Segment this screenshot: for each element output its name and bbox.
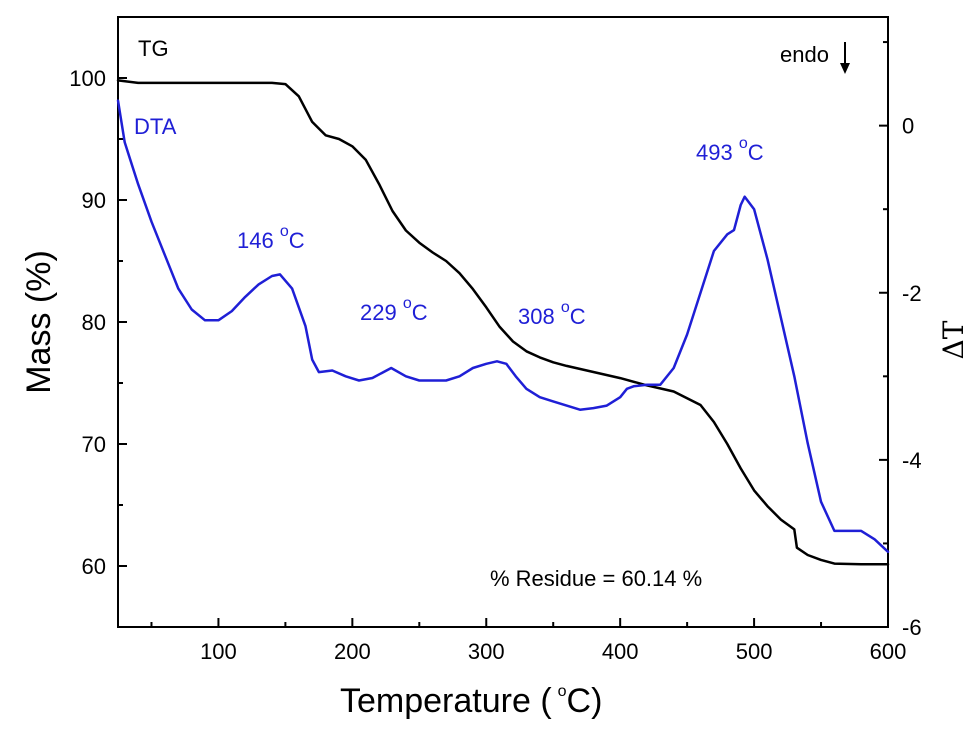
y-right-tick-label: -4 [902, 448, 922, 473]
series-line-tg [116, 79, 890, 566]
x-tick-label: 500 [736, 639, 773, 664]
residue-annotation: % Residue = 60.14 % [490, 566, 702, 591]
peak-label-229: 229 oC [360, 295, 428, 325]
plot-frame [117, 16, 889, 628]
y-right-tick-label: -2 [902, 281, 922, 306]
y-left-tick-label: 70 [82, 432, 106, 457]
y-left-tick-label: 80 [82, 310, 106, 335]
dta-label: DTA [134, 114, 177, 139]
x-tick-label: 600 [870, 639, 907, 664]
endo-arrow-icon [840, 42, 850, 74]
y-left-tick-label: 60 [82, 554, 106, 579]
lines-layer [116, 79, 890, 566]
y-left-tick-label: 90 [82, 188, 106, 213]
y-left-axis-title: Mass (%) [20, 250, 58, 394]
tg-label: TG [138, 36, 169, 61]
x-tick-label: 400 [602, 639, 639, 664]
y-right-tick-label: -6 [902, 615, 922, 640]
x-tick-label: 200 [334, 639, 371, 664]
peak-label-308: 308 oC [518, 299, 586, 329]
peak-label-493: 493 oC [696, 135, 764, 165]
y-right-axis-title: ΔT [937, 320, 970, 359]
endo-label: endo [780, 42, 829, 67]
x-axis-title: Temperature (oC) [340, 682, 602, 720]
series-line-dta [116, 99, 890, 554]
x-tick-label: 300 [468, 639, 505, 664]
y-left-tick-label: 100 [69, 66, 106, 91]
peak-label-146: 146 oC [237, 223, 305, 253]
y-right-tick-label: 0 [902, 114, 914, 139]
ticks-layer: 100 200 300 400 500 600 60 70 80 90 100 0 -2 -4 -6 [69, 16, 922, 664]
x-tick-label: 100 [200, 639, 237, 664]
